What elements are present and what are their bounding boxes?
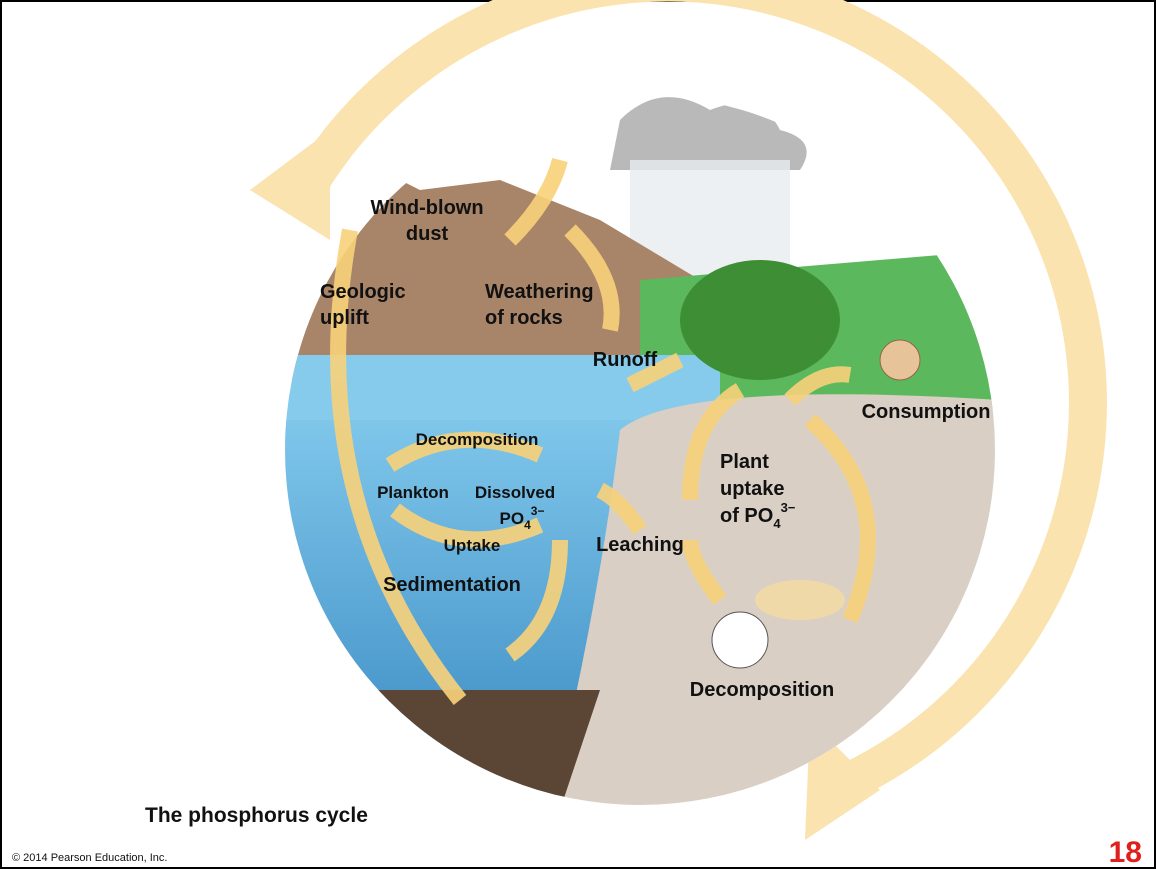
label: Decomposition [416,430,539,449]
cycle-arrows [330,157,876,705]
slide-number: 18 [1109,836,1142,869]
label: Geologic [320,281,406,303]
label-part: of PO [720,505,773,527]
label: PO43− [500,504,545,532]
label: Decomposition [690,679,834,701]
label: Leaching [596,534,684,556]
superscript: 3− [531,504,545,518]
subscript: 4 [524,518,531,532]
label: dust [406,223,449,245]
diagram-labels: Wind-blown dust Geologic uplift Weatheri… [320,197,990,701]
subscript: 4 [773,516,781,531]
label: uptake [720,478,784,500]
label: of rocks [485,307,563,329]
copyright: © 2014 Pearson Education, Inc. [12,852,167,864]
label-part: PO [500,509,525,528]
label: Sedimentation [383,574,521,596]
slide-title: The phosphorus cycle [145,804,368,827]
label: Weathering [485,281,594,303]
superscript: 3− [781,500,796,515]
label: uplift [320,307,369,329]
label: Plant [720,451,769,473]
label: Uptake [444,536,501,555]
label: of PO43− [720,500,796,531]
scene [285,95,995,805]
label: Runoff [593,349,658,371]
label: Consumption [862,401,991,423]
label: Dissolved [475,483,555,502]
label: Plankton [377,483,449,502]
label: Wind-blown [370,197,483,219]
